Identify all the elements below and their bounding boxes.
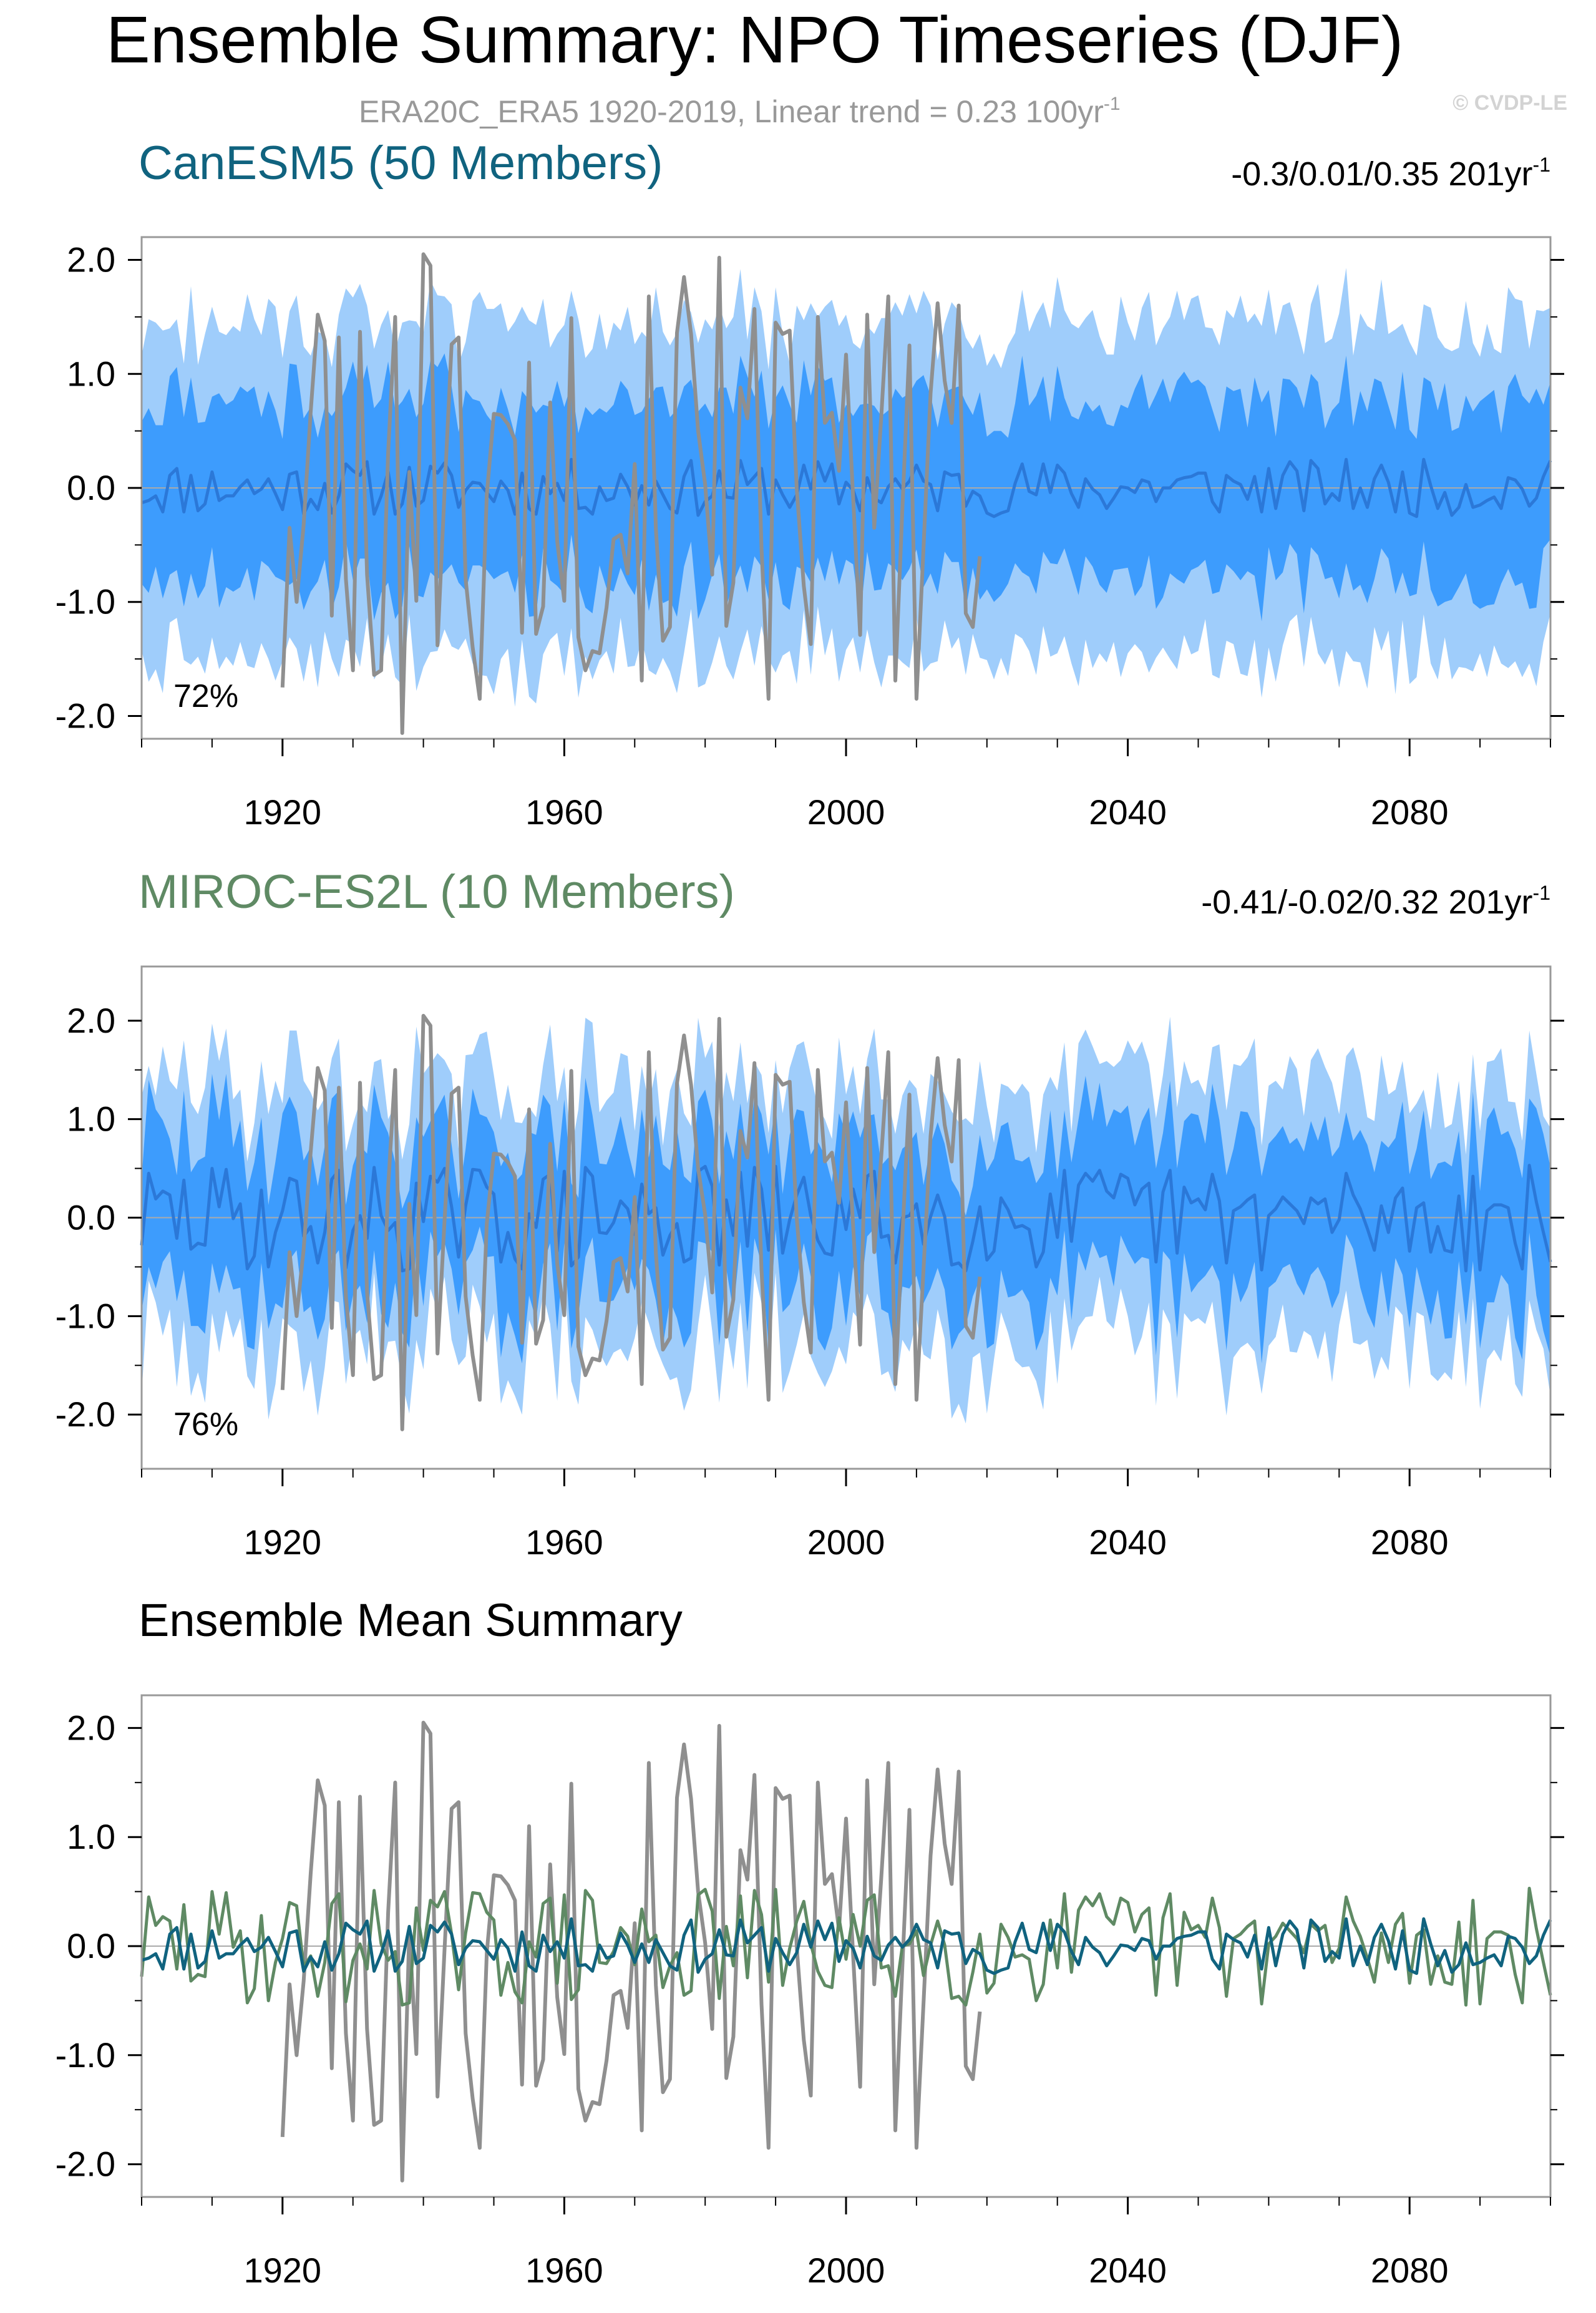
- watermark: © CVDP-LE: [1452, 91, 1567, 115]
- x-tick-label: 1960: [525, 2251, 603, 2290]
- panel-ensemble-mean: Ensemble Mean Summary 2.0 1.0 0.0 -1.0 -2.0 1…: [56, 1594, 1564, 2290]
- x-tick-label: 2080: [1371, 1522, 1449, 1562]
- plot-area-miroc: 2.0 1.0 0.0 -1.0 -2.0 1920 1960 2000 2040 2080: [56, 965, 1564, 1562]
- observation-line: [280, 1013, 982, 1431]
- band-inner: [142, 1074, 1550, 1364]
- y-tick-label: 0.0: [67, 1198, 115, 1237]
- x-tick-label: 2080: [1371, 2251, 1449, 2290]
- x-tick-label: 2000: [807, 1522, 885, 1562]
- ensemble-mean-line: [140, 1164, 1552, 1273]
- y-tick-label: 1.0: [67, 354, 115, 393]
- x-tick-label: 1920: [244, 792, 322, 832]
- ensemble-mean-line: [141, 457, 1552, 519]
- trend-value-canesm5: -0.3/0.01/0.35 201yr: [1231, 155, 1532, 193]
- y-tick-label: 2.0: [67, 240, 115, 280]
- percent-label-miroc: 76%: [173, 1406, 238, 1443]
- y-tick-label: -2.0: [56, 1395, 116, 1434]
- figure-subtitle: ERA20C_ERA5 1920-2019, Linear trend = 0.…: [359, 94, 1121, 129]
- y-tick-label: 2.0: [67, 1001, 115, 1040]
- figure-subtitle-text: ERA20C_ERA5 1920-2019, Linear trend = 0.…: [359, 94, 1104, 129]
- panel-miroc: MIROC-ES2L (10 Members) -0.41/-0.02/0.32…: [56, 865, 1564, 1562]
- x-tick-label: 2040: [1089, 2251, 1167, 2290]
- y-tick-label: 1.0: [67, 1099, 115, 1139]
- plot-area-ensemble-mean: 2.0 1.0 0.0 -1.0 -2.0 1920 1960 2000 2040 2080: [56, 1694, 1564, 2290]
- y-tick-label: -1.0: [56, 2035, 116, 2075]
- x-tick-label: 2080: [1371, 792, 1449, 832]
- trend-sup-canesm5: -1: [1533, 153, 1550, 176]
- y-tick-label: 2.0: [67, 1708, 115, 1747]
- x-tick-label: 1960: [525, 792, 603, 832]
- figure-subtitle-sup: -1: [1104, 94, 1121, 114]
- y-tick-label: 0.0: [67, 468, 115, 507]
- y-tick-label: -2.0: [56, 2145, 116, 2184]
- y-tick-label: -2.0: [56, 696, 116, 735]
- x-tick-label: 1920: [244, 2251, 322, 2290]
- figure-title: Ensemble Summary: NPO Timeseries (DJF): [106, 3, 1403, 77]
- miroc-mean-line: [140, 1886, 1552, 2007]
- observation-line: [280, 252, 982, 735]
- panel-canesm5: CanESM5 (50 Members) -0.3/0.01/0.35 201y…: [56, 137, 1564, 832]
- y-tick-label: -1.0: [56, 582, 116, 621]
- trend-text-miroc: -0.41/-0.02/0.32 201yr-1: [1201, 882, 1550, 921]
- y-tick-label: -1.0: [56, 1296, 116, 1335]
- panel-title-miroc: MIROC-ES2L (10 Members): [139, 865, 735, 918]
- trend-value-miroc: -0.41/-0.02/0.32 201yr: [1201, 884, 1532, 921]
- x-tick-label: 2000: [807, 2251, 885, 2290]
- x-tick-label: 1960: [525, 1522, 603, 1562]
- y-tick-label: 1.0: [67, 1817, 115, 1856]
- canesm5-mean-line: [141, 1917, 1552, 1975]
- trend-sup-miroc: -1: [1533, 882, 1550, 904]
- x-tick-label: 1920: [244, 1522, 322, 1562]
- plot-area-canesm5: 2.0 1.0 0.0 -1.0 -2.0 1920 1960 2000 2040 2080: [56, 236, 1564, 832]
- x-tick-label: 2040: [1089, 1522, 1167, 1562]
- y-tick-label: 0.0: [67, 1926, 115, 1965]
- x-tick-label: 2040: [1089, 792, 1167, 832]
- x-tick-label: 2000: [807, 792, 885, 832]
- panel-title-canesm5: CanESM5 (50 Members): [139, 137, 663, 190]
- trend-text-canesm5: -0.3/0.01/0.35 201yr-1: [1231, 153, 1550, 193]
- percent-label-canesm5: 72%: [173, 678, 238, 714]
- panel-title-ensemble-mean: Ensemble Mean Summary: [139, 1594, 683, 1646]
